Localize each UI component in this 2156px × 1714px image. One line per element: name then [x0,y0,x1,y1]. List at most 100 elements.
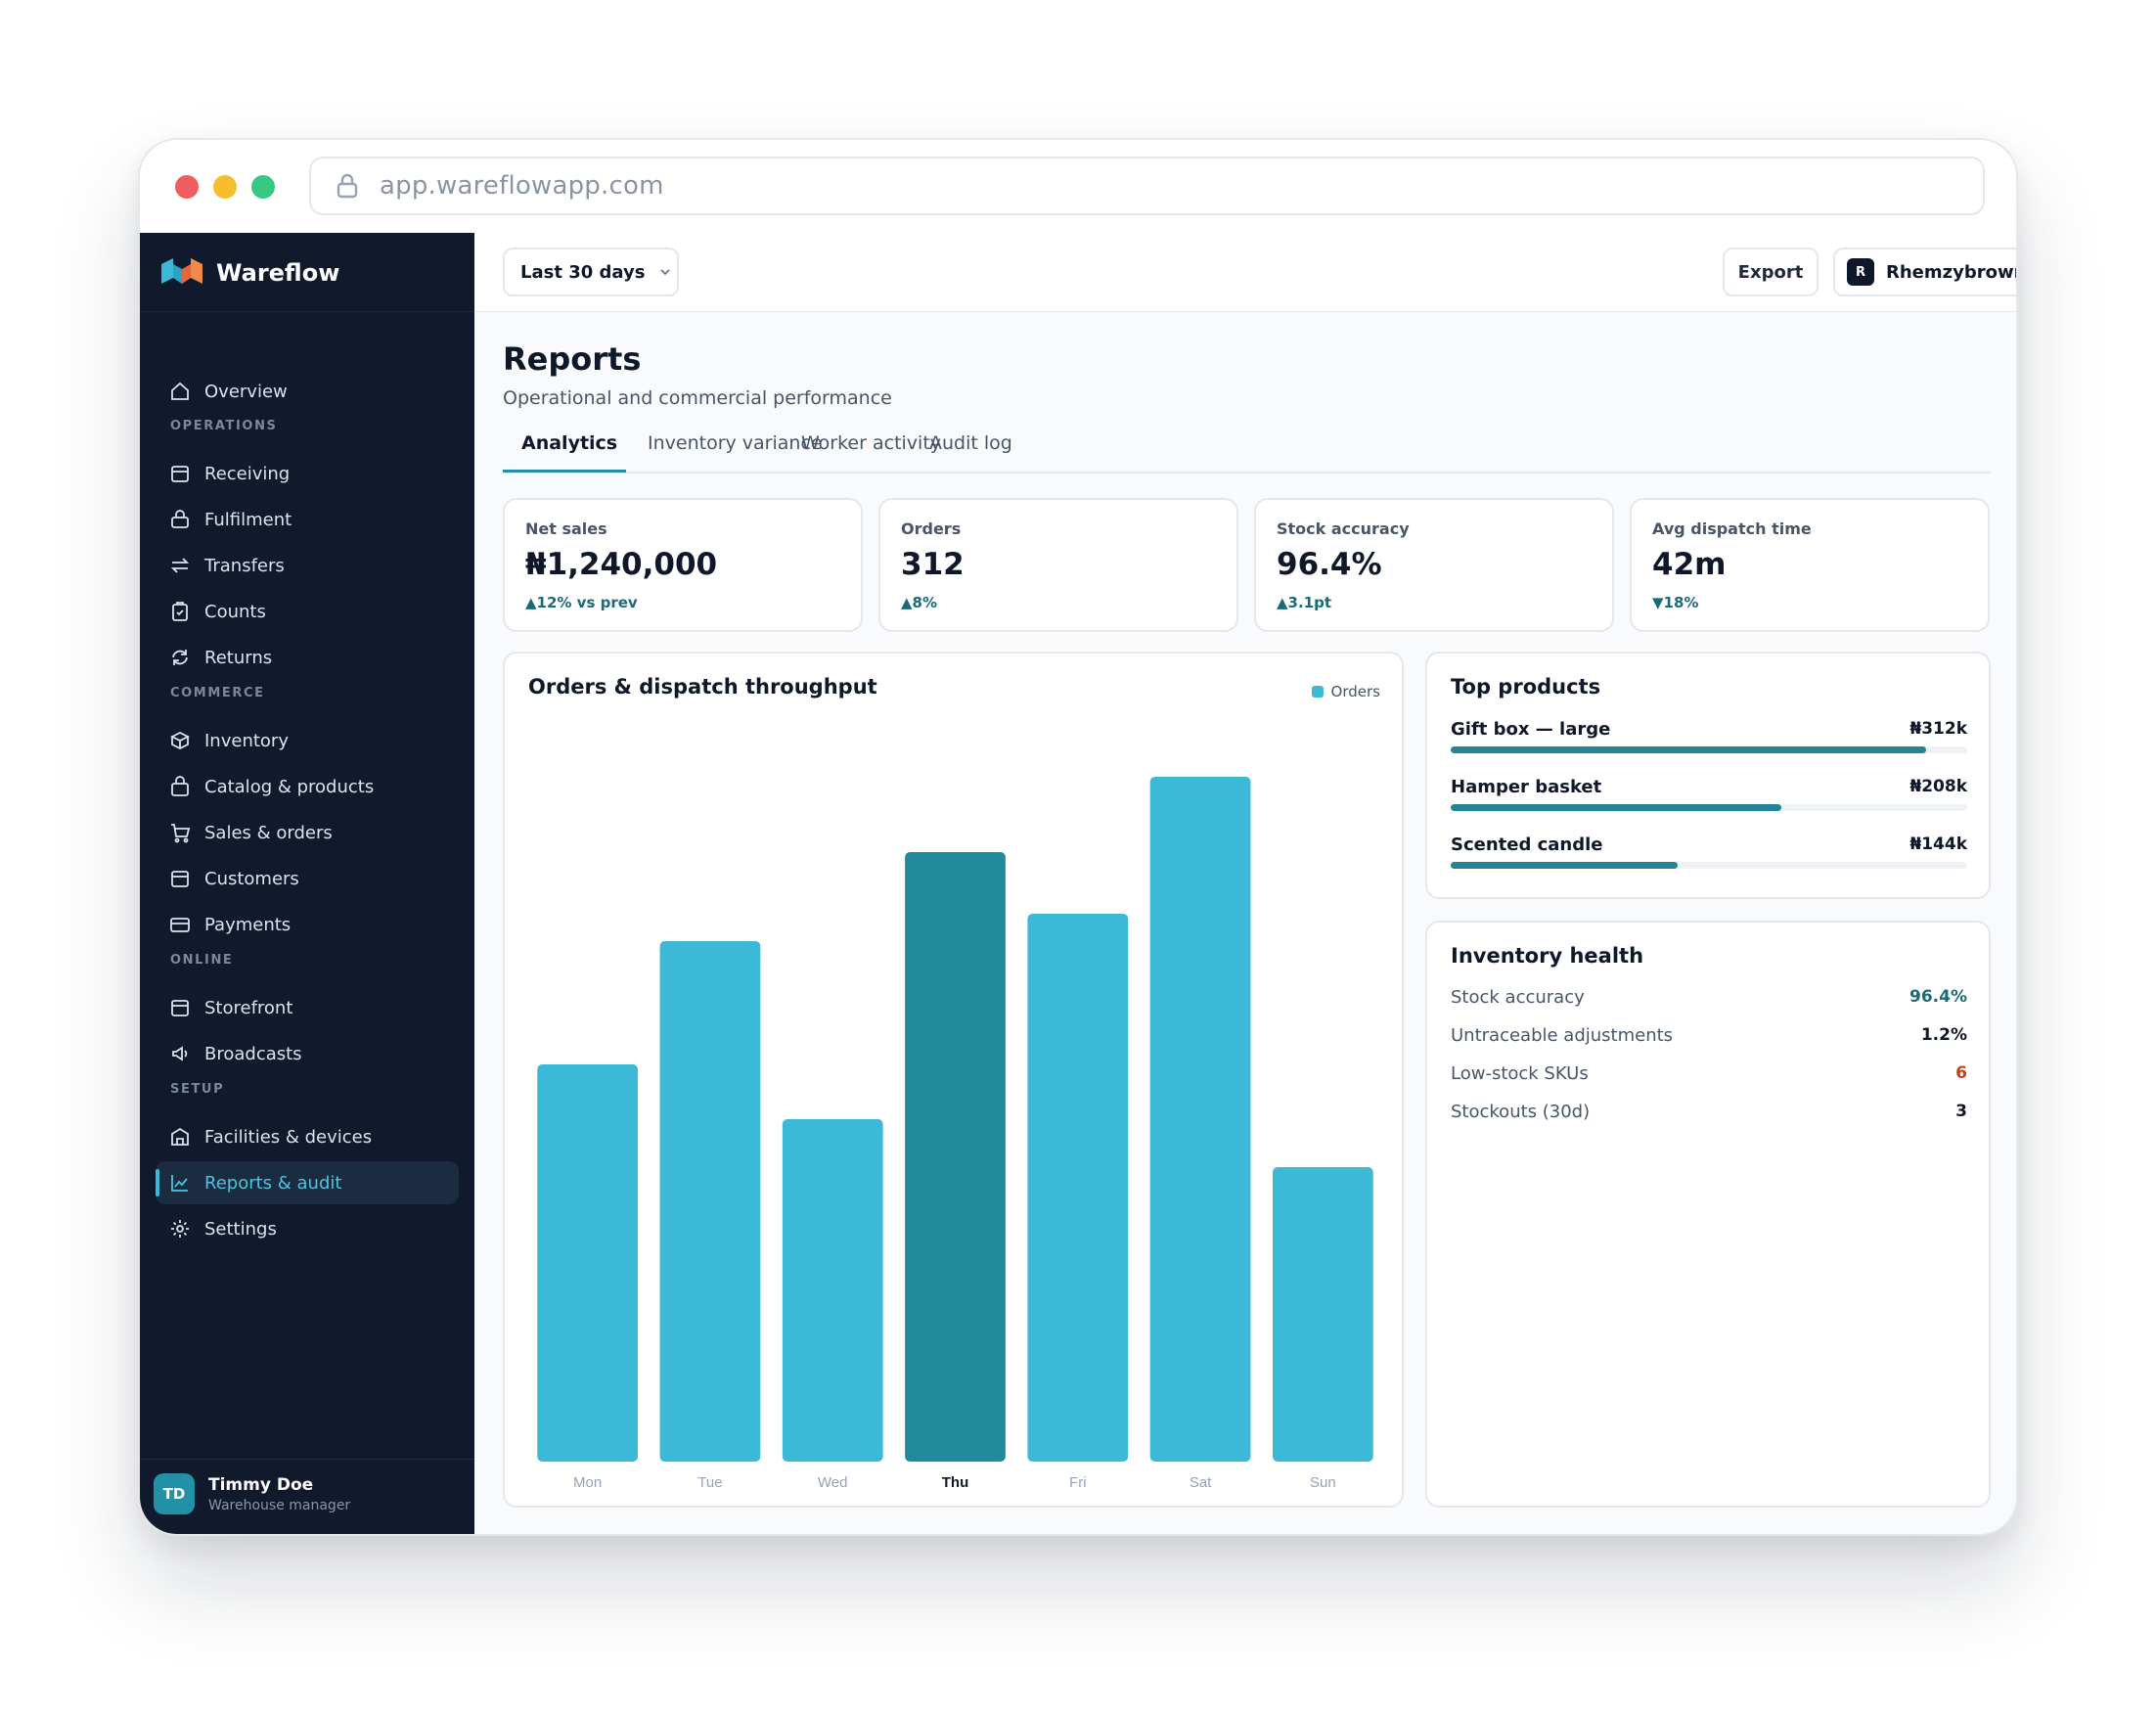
active-tab-indicator [503,470,626,473]
sidebar-item-label: Reports & audit [204,1172,342,1194]
megaphone-icon [172,1046,188,1061]
sidebar-item-label: Storefront [204,997,293,1018]
kpi-delta: ▼18% [1652,594,1699,611]
page-subtitle: Operational and commercial performance [503,387,892,409]
address-bar[interactable]: app.wareflowapp.com [309,157,1985,215]
sidebar-item-label: Catalog & products [204,776,375,797]
section-operations: OPERATIONS [170,419,278,433]
section-commerce: COMMERCE [170,686,265,700]
browser-window: app.wareflowapp.com Wareflow Overview OP… [138,138,2018,1536]
x-tick-label: Wed [818,1474,848,1491]
kpi-label: Orders [901,519,962,538]
sidebar-item-facilities[interactable]: Facilities & devices [156,1115,459,1158]
sidebar-item-fulfilment[interactable]: Fulfilment [156,498,459,541]
credit-card-icon [170,918,190,932]
warehouse-icon [171,1127,189,1146]
sidebar-item-label: Inventory [204,730,289,751]
bar-thu[interactable] [905,852,1006,1462]
product-name: Gift box — large [1451,719,1611,740]
sidebar-item-catalog[interactable]: Catalog & products [156,765,459,808]
bar-tue[interactable] [659,941,761,1462]
date-range-dropdown[interactable]: Last 30 days [503,248,679,296]
bar-sat[interactable] [1149,777,1251,1462]
kpi-delta: ▲3.1pt [1277,594,1332,611]
kpi-value: ₦1,240,000 [525,547,718,582]
sidebar-item-broadcasts[interactable]: Broadcasts [156,1032,459,1075]
tab-worker-activity[interactable]: Worker activity [801,432,942,454]
brand-name: Wareflow [216,259,340,287]
health-value: 1.2% [1920,1025,1967,1045]
sidebar-item-counts[interactable]: Counts [156,590,459,633]
x-tick-label: Sat [1190,1474,1212,1491]
home-icon [171,382,189,400]
sidebar-item-reports[interactable]: Reports & audit [156,1161,459,1204]
sidebar-item-storefront[interactable]: Storefront [156,986,459,1029]
clipboard-icon [172,602,188,621]
box-icon [169,731,191,750]
bar-wed[interactable] [782,1119,883,1462]
x-tick-label: Sun [1310,1474,1336,1491]
page-title: Reports [503,340,642,378]
product-bar-fill [1451,804,1781,811]
kpi-card-stock-accuracy: Stock accuracy 96.4% ▲3.1pt [1254,498,1614,632]
tab-inventory-variance[interactable]: Inventory variance [648,432,823,454]
sidebar-item-payments[interactable]: Payments [156,903,459,946]
inbox-icon [171,466,189,482]
user-role: Warehouse manager [208,1497,351,1513]
sidebar-item-label: Overview [204,381,288,402]
tab-audit-log[interactable]: Audit log [929,432,1012,454]
kpi-delta: ▲12% vs prev [525,594,638,611]
product-name: Hamper basket [1451,777,1602,797]
bar-mon[interactable] [537,1064,639,1462]
report-tabs: Analytics Inventory variance Worker acti… [503,419,1991,474]
product-bar-fill [1451,862,1679,869]
health-row: Untraceable adjustments 1.2% [1451,1025,1967,1051]
sidebar-footer-divider [140,1459,474,1460]
bar-sun[interactable] [1272,1167,1373,1462]
health-row: Low-stock SKUs 6 [1451,1063,1967,1089]
card-title: Inventory health [1451,944,1644,968]
throughput-chart-card: Mon Tue Wed Thu Fri Sat Sun Orders & dispatch … [503,652,1404,1508]
sidebar: Wareflow Overview OPERATIONS Receiving F… [140,233,474,1534]
sidebar-item-returns[interactable]: Returns [156,636,459,679]
health-label: Stockouts (30d) [1451,1102,1591,1122]
x-tick-label: Mon [573,1474,602,1491]
close-window-button[interactable] [175,175,199,199]
sidebar-item-overview[interactable]: Overview [156,370,459,413]
health-row: Stock accuracy 96.4% [1451,987,1967,1013]
sidebar-item-label: Payments [204,914,292,935]
sidebar-user[interactable]: TD Timmy Doe Warehouse manager [154,1473,350,1514]
health-label: Low-stock SKUs [1451,1063,1589,1084]
sidebar-item-inventory[interactable]: Inventory [156,719,459,762]
url-text: app.wareflowapp.com [380,171,664,201]
health-label: Stock accuracy [1451,987,1585,1008]
sidebar-item-sales[interactable]: Sales & orders [156,811,459,854]
product-name: Scented candle [1451,834,1603,855]
inventory-health-card: Inventory health Stock accuracy 96.4% Un… [1425,921,1991,1508]
transfer-arrows-icon [170,558,190,573]
sidebar-item-customers[interactable]: Customers [156,857,459,900]
kpi-card-net-sales: Net sales ₦1,240,000 ▲12% vs prev [503,498,863,632]
chart-title: Orders & dispatch throughput [528,675,877,699]
tab-analytics[interactable]: Analytics [521,432,618,454]
kpi-label: Net sales [525,519,607,538]
avatar: TD [154,1473,195,1514]
sidebar-item-transfers[interactable]: Transfers [156,544,459,587]
bag-icon [171,510,189,528]
export-button[interactable]: Export [1723,248,1819,296]
legend-label: Orders [1330,683,1380,700]
sidebar-item-receiving[interactable]: Receiving [156,452,459,495]
sidebar-item-label: Settings [204,1218,277,1240]
product-value: ₦144k [1909,834,1967,854]
bar-fri[interactable] [1027,914,1129,1462]
x-tick-label: Tue [697,1474,722,1491]
brand[interactable]: Wareflow [161,252,339,293]
kpi-value: 96.4% [1277,547,1382,582]
sidebar-item-settings[interactable]: Settings [156,1207,459,1250]
maximize-window-button[interactable] [251,175,275,199]
user-menu-button[interactable]: R Rhemzybrown [1833,248,2016,296]
sidebar-divider [140,311,474,312]
product-bar-track [1451,862,1967,869]
main-content: Last 30 days Export R Rhemzybrown Report… [474,233,2016,1534]
minimize-window-button[interactable] [213,175,237,199]
